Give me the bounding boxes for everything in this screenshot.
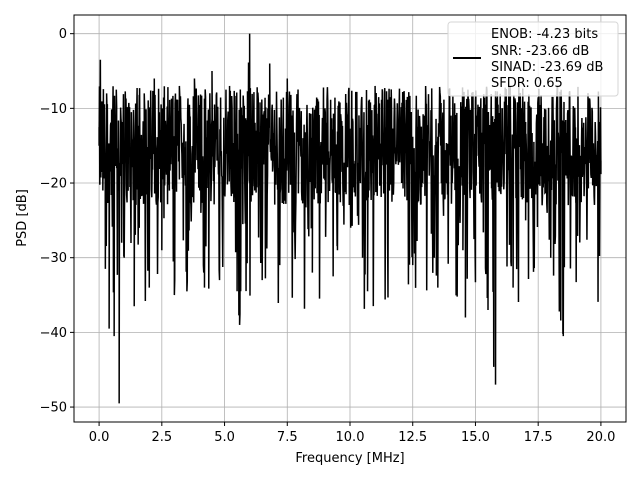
y-tick-label: −10 — [40, 102, 67, 117]
legend-entry-snr: SNR: -23.66 dB — [491, 44, 589, 59]
x-tick-label: 12.5 — [398, 430, 427, 445]
x-tick-label: 15.0 — [461, 430, 490, 445]
x-tick-label: 5.0 — [214, 430, 235, 445]
psd-series-line — [98, 33, 602, 404]
y-axis-label: PSD [dB] — [15, 189, 30, 247]
x-tick-label: 7.5 — [277, 430, 298, 445]
legend-box — [447, 21, 619, 97]
x-axis-label: Frequency [MHz] — [295, 451, 404, 466]
x-tick-label: 2.5 — [151, 430, 172, 445]
x-tick-label: 10.0 — [336, 430, 365, 445]
x-tick-label: 20.0 — [586, 430, 615, 445]
legend-entry-sfdr: SFDR: 0.65 — [491, 76, 563, 91]
series-layer — [98, 33, 602, 404]
legend-entry-enob: ENOB: -4.23 bits — [491, 27, 598, 42]
y-tick-label: −20 — [40, 177, 67, 192]
y-tick-label: −30 — [40, 251, 67, 266]
x-axis-ticks: 0.0 2.5 5.0 7.5 10.0 12.5 15.0 17.5 20.0 — [89, 422, 615, 445]
y-tick-label: −40 — [40, 326, 67, 341]
x-tick-label: 0.0 — [89, 430, 110, 445]
legend-entry-sinad: SINAD: -23.69 dB — [491, 60, 603, 75]
y-tick-label: 0 — [59, 27, 67, 42]
legend: ENOB: -4.23 bits SNR: -23.66 dB SINAD: -… — [447, 21, 619, 97]
y-axis-ticks: 0 −10 −20 −30 −40 −50 — [40, 27, 74, 416]
x-tick-label: 17.5 — [524, 430, 553, 445]
y-tick-label: −50 — [40, 401, 67, 416]
